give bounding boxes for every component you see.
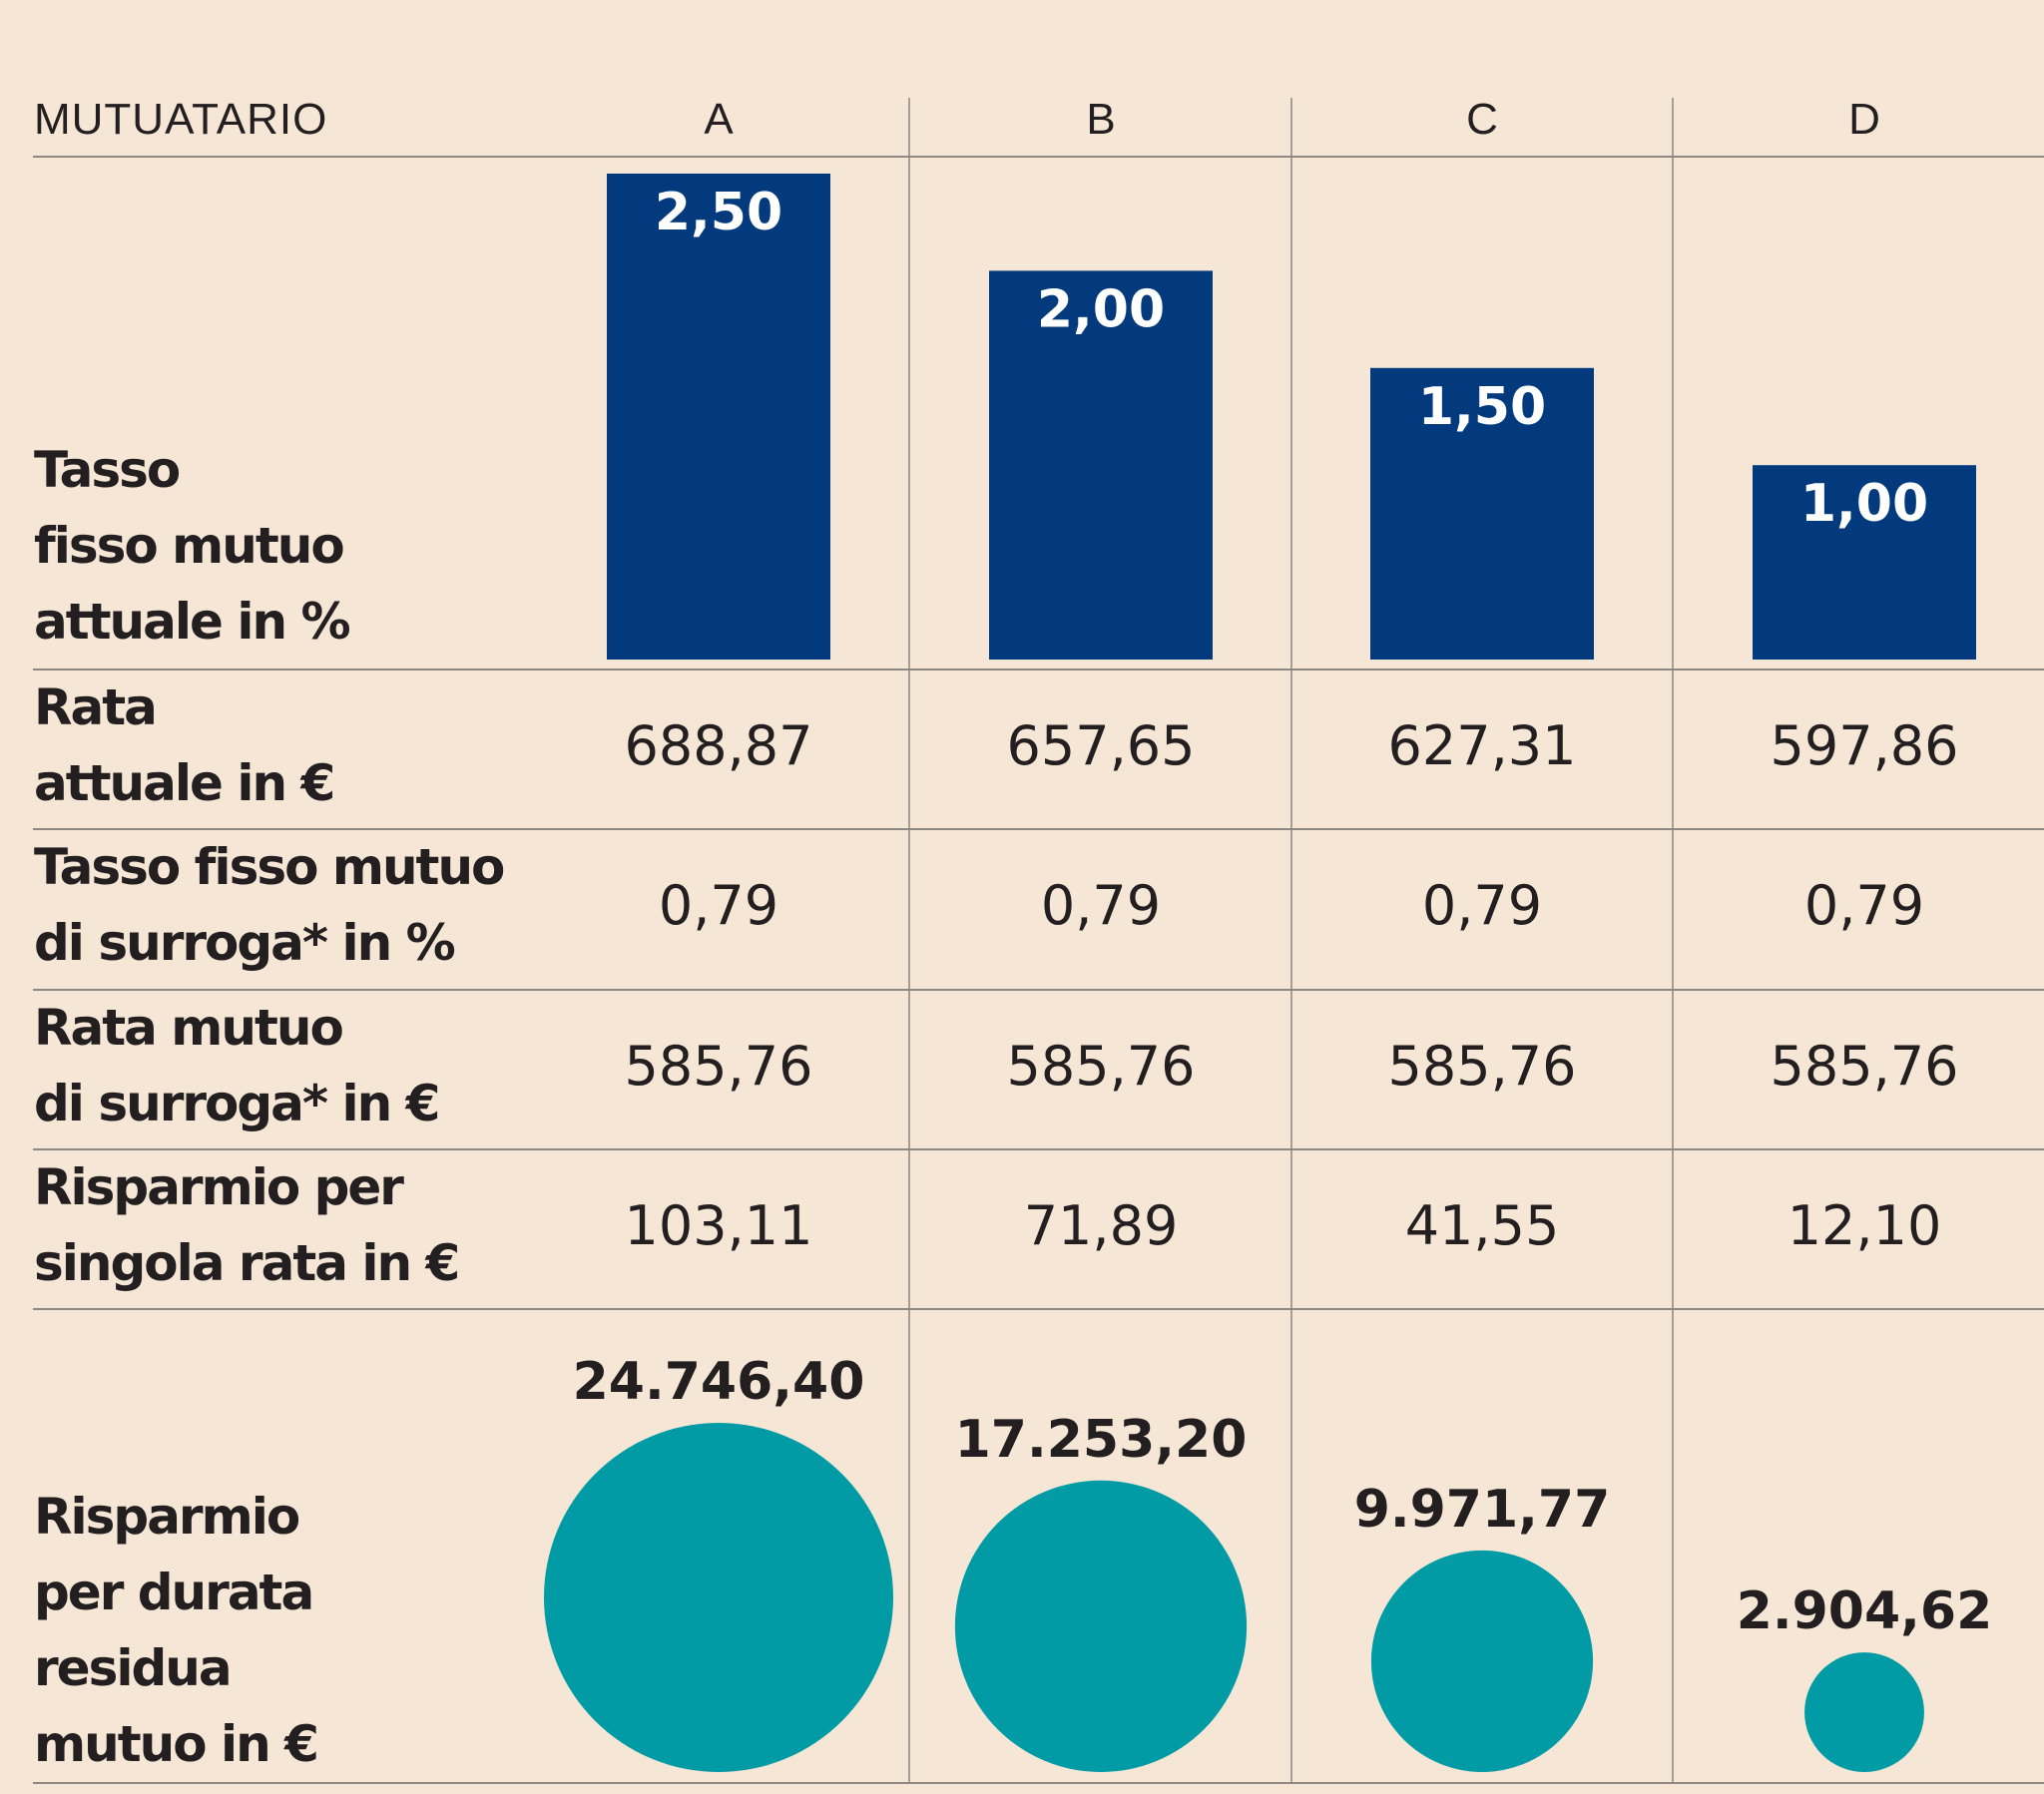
table-cell: 585,76 bbox=[1388, 1035, 1577, 1098]
column-header-a: A bbox=[704, 95, 734, 144]
bar-chart: 2,50 2,00 1,50 1,00 bbox=[607, 174, 1976, 660]
row-label-rata-attuale: Rata attuale in € bbox=[34, 678, 333, 812]
table-cell: 0,79 bbox=[1422, 874, 1542, 937]
bubble-value-label: 24.746,40 bbox=[573, 1352, 865, 1412]
row-label-risparmio-rata: Risparmio per singola rata in € bbox=[34, 1158, 458, 1292]
bar-value-label: 2,50 bbox=[655, 183, 782, 242]
table-cell: 12,10 bbox=[1788, 1194, 1942, 1257]
table-cell: 597,86 bbox=[1771, 714, 1959, 777]
bubble-a bbox=[544, 1423, 893, 1772]
header-label: MUTUATARIO bbox=[34, 95, 327, 144]
bar-a bbox=[607, 174, 830, 660]
table-cell: 0,79 bbox=[1041, 874, 1161, 937]
bar-value-label: 1,50 bbox=[1418, 377, 1546, 437]
table-cell: 627,31 bbox=[1388, 714, 1577, 777]
bubble-value-label: 17.253,20 bbox=[955, 1410, 1248, 1470]
column-header-c: C bbox=[1466, 95, 1498, 144]
table-cell: 688,87 bbox=[625, 714, 813, 777]
row-label-rata-surroga: Rata mutuo di surroga* in € bbox=[34, 999, 438, 1132]
bubble-value-label: 2.904,62 bbox=[1737, 1581, 1993, 1641]
table-cell: 0,79 bbox=[659, 874, 778, 937]
table-cell: 0,79 bbox=[1804, 874, 1924, 937]
bar-value-label: 1,00 bbox=[1800, 474, 1928, 534]
bar-c bbox=[1370, 367, 1594, 660]
bubble-c bbox=[1370, 1550, 1594, 1772]
bubble-b bbox=[954, 1480, 1248, 1772]
bubble-value-label: 9.971,77 bbox=[1354, 1480, 1611, 1540]
table-cell: 41,55 bbox=[1405, 1194, 1560, 1257]
bar-b bbox=[989, 270, 1213, 660]
table-cell: 585,76 bbox=[625, 1035, 813, 1098]
row-label-tasso-attuale: Tasso fisso mutuo attuale in % bbox=[34, 441, 358, 651]
bar-d bbox=[1753, 465, 1976, 660]
bubble-chart: 24.746,40 17.253,20 9.971,77 2.904,62 bbox=[544, 1352, 1992, 1772]
row-label-risparmio-durata: Risparmio per durata residua mutuo in € bbox=[34, 1488, 328, 1773]
row-label-tasso-surroga: Tasso fisso mutuo di surroga* in % bbox=[34, 838, 519, 972]
table-cell: 585,76 bbox=[1771, 1035, 1959, 1098]
table-cell: 585,76 bbox=[1007, 1035, 1196, 1098]
table-cell: 71,89 bbox=[1024, 1194, 1179, 1257]
column-header-b: B bbox=[1086, 95, 1115, 144]
bar-value-label: 2,00 bbox=[1037, 279, 1165, 339]
bubble-d bbox=[1804, 1652, 1924, 1772]
table-cell: 657,65 bbox=[1007, 714, 1196, 777]
column-header-d: D bbox=[1848, 95, 1880, 144]
table-cell: 103,11 bbox=[625, 1194, 813, 1257]
